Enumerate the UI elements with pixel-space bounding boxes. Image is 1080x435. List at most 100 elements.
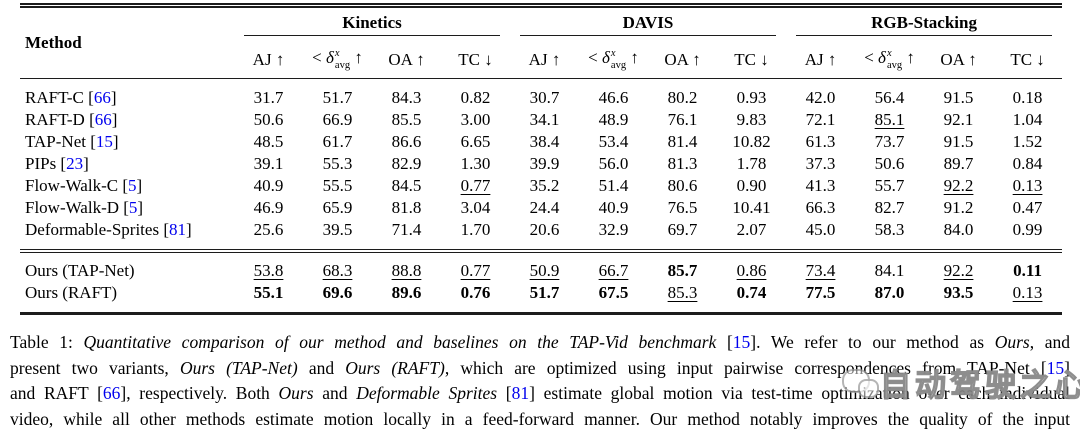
- value-cell: 2.07: [736, 220, 767, 239]
- group-header-kinetics: Kinetics: [234, 6, 510, 45]
- value-cell: 0.76: [460, 283, 491, 302]
- value-cell: 0.11: [993, 249, 1063, 282]
- table-row: PIPs [23] 39.1 55.3 82.9 1.30 39.9 56.0 81.3 1.7…: [20, 153, 1062, 175]
- method-cell: Ours (TAP-Net): [20, 249, 234, 282]
- col-header-tc: TC ↓: [441, 44, 510, 79]
- value-cell: 51.7: [529, 283, 560, 302]
- table-caption: Table 1: Quantitative comparison of our …: [10, 330, 1070, 435]
- citation-link[interactable]: 66: [93, 88, 111, 107]
- down-arrow-icon: ↓: [760, 49, 769, 69]
- value-cell: 37.3: [805, 154, 836, 173]
- value-cell: 51.7: [322, 88, 353, 107]
- citation-link[interactable]: 81: [168, 220, 186, 239]
- method-cell: Flow-Walk-C [5]: [25, 176, 143, 195]
- citation-link[interactable]: 5: [127, 176, 137, 195]
- value-cell: 81.8: [391, 198, 422, 217]
- value-cell: 0.18: [1012, 88, 1043, 107]
- caption-line: present two variants, Ours (TAP-Net) and…: [10, 357, 1070, 378]
- value-cell: 30.7: [529, 88, 560, 107]
- down-arrow-icon: ↓: [484, 49, 493, 69]
- table-row: Deformable-Sprites [81] 25.6 39.5 71.4 1.70 2…: [20, 219, 1062, 251]
- value-cell: 3.00: [460, 110, 491, 129]
- value-cell: 68.3: [303, 249, 372, 282]
- col-header-aj: AJ ↑: [510, 44, 579, 79]
- value-cell: 40.9: [253, 176, 284, 195]
- value-cell: 61.7: [322, 132, 353, 151]
- value-cell: 46.9: [253, 198, 284, 217]
- value-cell: 41.3: [805, 176, 836, 195]
- value-cell: 25.6: [253, 220, 284, 239]
- method-cell: Ours (RAFT): [25, 283, 118, 302]
- group-header-row: Method Kinetics DAVIS RGB-Stacking: [20, 5, 1062, 79]
- col-header-oa: OA ↑: [372, 44, 441, 79]
- value-cell: 76.1: [667, 110, 698, 129]
- citation-link[interactable]: 66: [94, 110, 112, 129]
- value-cell: 84.3: [391, 88, 422, 107]
- col-header-tc: TC ↓: [717, 44, 787, 79]
- value-cell: 51.4: [598, 176, 629, 195]
- citation-link[interactable]: 15: [732, 332, 751, 352]
- value-cell: 3.04: [460, 198, 491, 217]
- value-cell: 53.4: [598, 132, 629, 151]
- col-header-aj: AJ ↑: [234, 44, 303, 79]
- value-cell: 20.6: [529, 220, 560, 239]
- value-cell: 38.4: [529, 132, 560, 151]
- value-cell: 0.84: [1012, 154, 1043, 173]
- value-cell: 42.0: [805, 88, 836, 107]
- col-header-delta: < δ x avg ↑: [855, 44, 925, 79]
- value-cell: 89.7: [943, 154, 974, 173]
- value-cell: 48.9: [598, 110, 629, 129]
- method-column-header: Method: [20, 5, 234, 79]
- value-cell: 73.7: [874, 132, 905, 151]
- method-cell: Deformable-Sprites [81]: [25, 220, 192, 239]
- up-arrow-icon: ↑: [692, 49, 701, 69]
- citation-link[interactable]: 81: [511, 383, 530, 403]
- up-arrow-icon: ↑: [275, 49, 285, 69]
- table-row: Ours (TAP-Net) 53.8 68.3 88.8 0.77 50.9 66.7 85…: [20, 249, 1063, 282]
- value-cell: 32.9: [598, 220, 629, 239]
- value-cell: 39.9: [529, 154, 560, 173]
- citation-link[interactable]: 15: [95, 132, 113, 151]
- value-cell: 82.9: [391, 154, 422, 173]
- value-cell: 0.77: [441, 249, 510, 282]
- group-header-davis: DAVIS: [510, 6, 786, 45]
- baseline-rows: RAFT-C [66] 31.7 51.7 84.3 0.82 30.7 46.6 80.2 0…: [20, 79, 1062, 252]
- value-cell: 91.5: [943, 132, 974, 151]
- method-cell: PIPs [23]: [25, 154, 89, 173]
- value-cell: 50.6: [253, 110, 284, 129]
- value-cell: 55.7: [874, 176, 905, 195]
- citation-link[interactable]: 66: [102, 383, 121, 403]
- value-cell: 39.5: [322, 220, 353, 239]
- delta-supsub: x avg: [610, 48, 627, 71]
- value-cell: 87.0: [874, 283, 905, 302]
- value-cell: 81.4: [667, 132, 698, 151]
- method-cell: TAP-Net [15]: [25, 132, 119, 151]
- citation-link[interactable]: 5: [128, 198, 138, 217]
- value-cell: 0.99: [1012, 220, 1043, 239]
- value-cell: 0.13: [1012, 176, 1043, 195]
- table-header: Method Kinetics DAVIS RGB-Stacking AJ ↑ …: [20, 5, 1063, 79]
- value-cell: 55.3: [322, 154, 353, 173]
- table-row: RAFT-D [66] 50.6 66.9 85.5 3.00 34.1 48.9 76.1 9…: [20, 109, 1062, 131]
- col-header-oa: OA ↑: [648, 44, 717, 79]
- value-cell: 46.6: [598, 88, 629, 107]
- value-cell: 0.47: [1012, 198, 1043, 217]
- value-cell: 84.1: [855, 249, 925, 282]
- col-header-oa: OA ↑: [924, 44, 994, 79]
- col-header-delta: < δ x avg ↑: [579, 44, 648, 79]
- table-row: RAFT-C [66] 31.7 51.7 84.3 0.82 30.7 46.6 80.2 0…: [20, 79, 1062, 110]
- value-cell: 67.5: [598, 283, 629, 302]
- citation-link[interactable]: 23: [66, 154, 84, 173]
- value-cell: 76.5: [667, 198, 698, 217]
- value-cell: 0.93: [736, 88, 767, 107]
- value-cell: 73.4: [786, 249, 856, 282]
- value-cell: 10.82: [732, 132, 771, 151]
- value-cell: 24.4: [529, 198, 560, 217]
- value-cell: 85.1: [874, 110, 905, 129]
- value-cell: 92.2: [924, 249, 994, 282]
- value-cell: 88.8: [372, 249, 441, 282]
- cmidrule-kinetics: Kinetics: [244, 13, 500, 36]
- citation-link[interactable]: 15: [1046, 357, 1065, 378]
- value-cell: 84.5: [391, 176, 422, 195]
- table-row: TAP-Net [15] 48.5 61.7 86.6 6.65 38.4 53.4 81.4…: [20, 131, 1062, 153]
